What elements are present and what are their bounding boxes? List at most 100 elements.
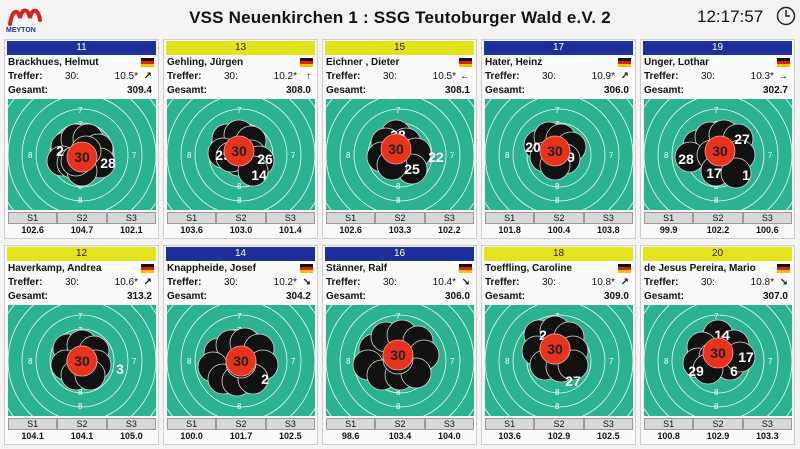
ring-number: 8 — [714, 388, 719, 397]
total-score: 302.7 — [762, 85, 788, 96]
last-shot-marker — [702, 337, 734, 369]
target-view[interactable]: 787878330 — [8, 305, 156, 416]
series-header-s2[interactable]: S2 — [534, 212, 584, 224]
series-header-s2[interactable]: S2 — [216, 418, 266, 430]
target-view[interactable]: 78787830 — [326, 305, 474, 416]
series-header-s1[interactable]: S1 — [326, 212, 376, 224]
shooter-name-row: Toeffling, Caroline — [482, 261, 635, 276]
series-header-s2[interactable]: S2 — [534, 418, 584, 430]
series-header-s3[interactable]: S3 — [424, 212, 474, 224]
total-score: 306.0 — [444, 291, 470, 302]
shooter-card-11: 11 Brackhues, Helmut Treffer: 30: 10.5* … — [4, 39, 159, 239]
series-score-s3: 105.0 — [120, 431, 143, 441]
series-score-s1: 103.6 — [498, 431, 521, 441]
shot-count: 30: — [65, 71, 79, 82]
ring-number: 8 — [187, 357, 192, 366]
series-score-s3: 103.8 — [597, 225, 620, 235]
series-header-s2[interactable]: S2 — [693, 418, 743, 430]
series-header-s3[interactable]: S3 — [583, 212, 633, 224]
series-table: S1 S2 S3 103.6 102.9 102.5 — [485, 418, 633, 443]
shooter-name-row: Gehling, Jürgen — [164, 55, 317, 70]
series-score-s3: 101.4 — [279, 225, 302, 235]
series-header-s1[interactable]: S1 — [485, 418, 535, 430]
ring-number: 7 — [555, 106, 560, 115]
last-shot-number: 30 — [547, 341, 563, 357]
series-header-s1[interactable]: S1 — [8, 212, 58, 224]
last-shot-marker — [704, 135, 736, 167]
shot-number: 1 — [742, 167, 750, 183]
last-shot-number: 30 — [74, 353, 90, 369]
series-header-s2[interactable]: S2 — [693, 212, 743, 224]
treffer-label: Treffer: — [326, 277, 361, 288]
german-flag-icon — [459, 58, 472, 67]
treffer-label: Treffer: — [644, 277, 679, 288]
series-header-s2[interactable]: S2 — [216, 212, 266, 224]
ring-number: 8 — [78, 196, 83, 205]
series-header-s3[interactable]: S3 — [583, 418, 633, 430]
shooter-name: Brackhues, Helmut — [8, 57, 99, 68]
gesamt-label: Gesamt: — [326, 291, 367, 302]
target-view[interactable]: 78787829261430 — [167, 99, 315, 210]
shooter-card-13: 13 Gehling, Jürgen Treffer: 30: 10.2* ↑ … — [163, 39, 318, 239]
target-view[interactable]: 7878782862717130 — [644, 99, 792, 210]
direction-arrow-icon: ← — [460, 71, 470, 82]
series-score-s1: 102.6 — [21, 225, 44, 235]
series-header-s3[interactable]: S3 — [265, 212, 315, 224]
shot-number: 17 — [706, 165, 722, 181]
target-view[interactable]: 78787822830 — [8, 99, 156, 210]
series-header-s2[interactable]: S2 — [57, 418, 107, 430]
ring-number: 7 — [450, 151, 455, 160]
series-header-s1[interactable]: S1 — [8, 418, 58, 430]
last-shot-marker — [225, 345, 257, 377]
last-shot-number: 30 — [712, 143, 728, 159]
series-header-s1[interactable]: S1 — [485, 212, 535, 224]
total-score: 304.2 — [285, 291, 311, 302]
series-score-s1: 101.8 — [498, 225, 521, 235]
series-score-s3: 100.6 — [756, 225, 779, 235]
shooter-name: Toeffling, Caroline — [485, 263, 573, 274]
series-header-s3[interactable]: S3 — [106, 418, 156, 430]
series-header-s3[interactable]: S3 — [424, 418, 474, 430]
series-header-s2[interactable]: S2 — [375, 418, 425, 430]
target-view[interactable]: 78787822730 — [485, 305, 633, 416]
last-shot-marker — [380, 133, 412, 165]
series-header-s1[interactable]: S1 — [326, 418, 376, 430]
direction-arrow-icon: ↗ — [620, 71, 629, 82]
shooter-name-row: Knappheide, Josef — [164, 261, 317, 276]
german-flag-icon — [300, 264, 313, 273]
german-flag-icon — [777, 58, 790, 67]
total-score: 307.0 — [762, 291, 788, 302]
series-header-s3[interactable]: S3 — [265, 418, 315, 430]
last-shot-number: 30 — [233, 353, 249, 369]
series-header-s3[interactable]: S3 — [742, 418, 792, 430]
german-flag-icon — [141, 264, 154, 273]
ring-number: 7 — [237, 312, 242, 321]
series-header-s2[interactable]: S2 — [375, 212, 425, 224]
direction-arrow-icon: ↗ — [620, 277, 629, 288]
ring-number: 8 — [237, 182, 242, 191]
series-table: S1 S2 S3 98.6 103.4 104.0 — [326, 418, 474, 443]
ring-number: 7 — [291, 357, 296, 366]
series-header-s1[interactable]: S1 — [644, 418, 694, 430]
series-score-s2: 102.9 — [547, 431, 571, 441]
last-shot-marker — [539, 135, 571, 167]
series-header-s1[interactable]: S1 — [167, 212, 217, 224]
series-score-s3: 104.0 — [438, 431, 461, 441]
series-header-s3[interactable]: S3 — [742, 212, 792, 224]
target-view[interactable]: 78787820930 — [485, 99, 633, 210]
target-view[interactable]: 787878141729630 — [644, 305, 792, 416]
series-table: S1 S2 S3 99.9 102.2 100.6 — [644, 212, 792, 237]
target-view[interactable]: 78787828222530 — [326, 99, 474, 210]
last-shot-value: 10.3* — [750, 71, 774, 82]
shot-count: 30: — [701, 71, 715, 82]
target-view[interactable]: 787878230 — [167, 305, 315, 416]
series-header-s2[interactable]: S2 — [57, 212, 107, 224]
series-header-s3[interactable]: S3 — [106, 212, 156, 224]
series-header-s1[interactable]: S1 — [167, 418, 217, 430]
total-score: 308.1 — [444, 85, 470, 96]
series-header-s1[interactable]: S1 — [644, 212, 694, 224]
treffer-row: Treffer: 30: 10.5* ← — [323, 70, 476, 84]
lane-number: 20 — [643, 247, 792, 261]
series-score-s1: 99.9 — [659, 225, 678, 235]
ring-number: 8 — [714, 402, 719, 411]
